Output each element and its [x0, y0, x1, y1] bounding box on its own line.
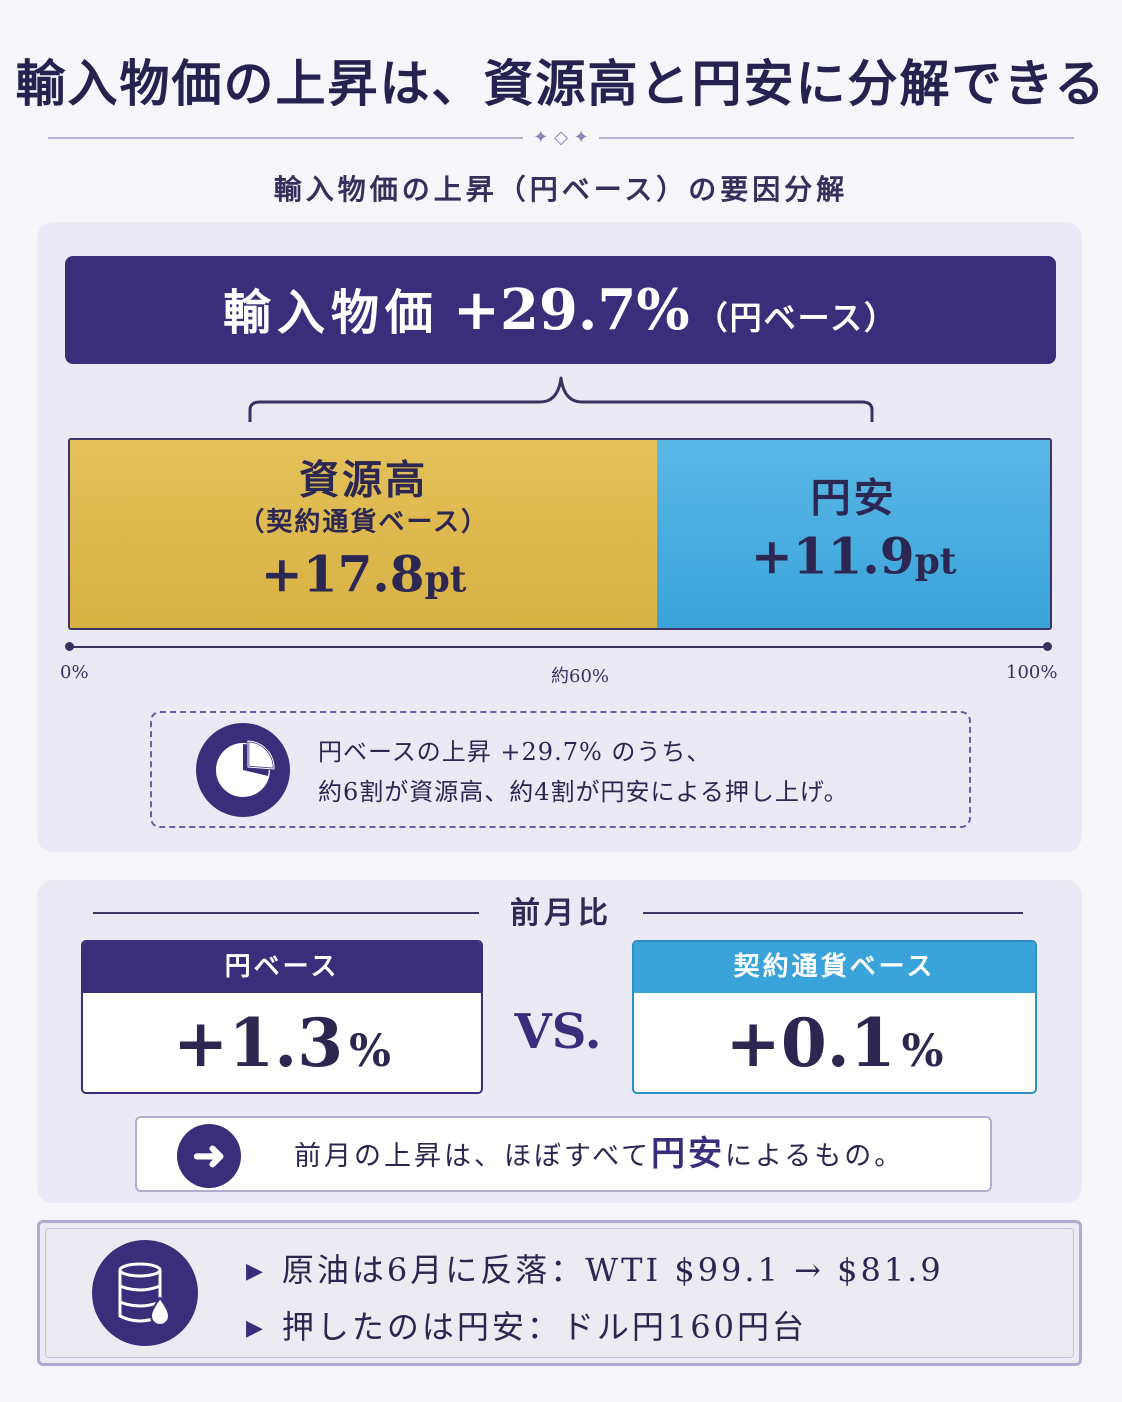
conclusion-post: によるもの。: [725, 1141, 905, 1172]
mom-title: 前月比: [510, 896, 612, 931]
contract-basis-card: 契約通貨ベース +0.1%: [632, 940, 1037, 1094]
share-note-box: [150, 711, 971, 828]
total-label: 輸入物価: [223, 285, 440, 341]
bullet-triangle-icon: ▶: [246, 1259, 266, 1284]
fact-item: ▶ 原油は6月に反落：WTI $99.1 → $81.9: [246, 1245, 944, 1291]
scale-axis: [70, 646, 1046, 648]
share-note-text: 円ベースの上昇 +29.7% のうち、 約6割が資源高、約4割が円安による押し上…: [318, 732, 849, 812]
arrow-right-icon: ➜: [177, 1124, 241, 1188]
axis-label-mid: 約60%: [551, 666, 610, 687]
yen-basis-label: 円ベース: [83, 942, 481, 993]
vs-label: VS.: [514, 1004, 602, 1060]
conclusion-box: [135, 1116, 992, 1192]
contract-basis-number: +0.1: [725, 1004, 896, 1082]
resource-subtitle: （契約通貨ベース）: [238, 507, 490, 538]
total-header-bar: 輸入物価 +29.7% （円ベース）: [65, 256, 1056, 364]
facts-inner-frame: [45, 1228, 1074, 1358]
resource-title: 資源高: [299, 456, 429, 504]
pie-chart-icon: [196, 723, 290, 817]
axis-label-start: 0%: [60, 662, 89, 683]
facts-box: [37, 1220, 1082, 1366]
bullet-triangle-icon: ▶: [246, 1316, 266, 1341]
resource-value: +17.8pt: [70, 543, 657, 612]
yen-value: +11.9pt: [657, 525, 1050, 594]
section-subtitle: 輸入物価の上昇（円ベース）の要因分解: [273, 173, 849, 206]
contract-basis-label: 契約通貨ベース: [634, 942, 1035, 993]
conclusion-emphasis: 円安: [651, 1134, 726, 1174]
yen-title: 円安: [810, 474, 897, 522]
yen-segment: 円安 +11.9pt: [657, 440, 1050, 628]
axis-dot-end: [1043, 642, 1052, 651]
resource-value-number: +17.8: [260, 544, 425, 604]
ornament-icon: ✦ ◇ ✦: [523, 124, 599, 152]
mom-rule-right: [643, 912, 1023, 914]
contract-basis-unit: %: [901, 1026, 944, 1077]
conclusion-text: 前月の上昇は、ほぼすべて円安によるもの。: [294, 1134, 904, 1177]
yen-basis-unit: %: [349, 1026, 391, 1077]
oil-barrel-icon: [92, 1240, 198, 1346]
axis-label-end: 100%: [1006, 662, 1058, 683]
axis-dot-start: [65, 642, 74, 651]
yen-value-number: +11.9: [750, 526, 915, 586]
decomposition-bar: 資源高 （契約通貨ベース） +17.8pt 円安 +11.9pt: [68, 438, 1052, 630]
conclusion-pre: 前月の上昇は、ほぼすべて: [294, 1141, 652, 1172]
resource-value-unit: pt: [424, 558, 467, 601]
yen-value-unit: pt: [914, 540, 957, 583]
contract-basis-value: +0.1%: [634, 993, 1035, 1092]
total-suffix: （円ベース）: [695, 299, 898, 337]
yen-basis-card: 円ベース +1.3%: [81, 940, 483, 1094]
total-value: +29.7%: [453, 277, 690, 343]
yen-basis-value: +1.3%: [83, 993, 481, 1092]
fact-item: ▶ 押したのは円安：ドル円160円台: [246, 1302, 807, 1348]
resource-segment: 資源高 （契約通貨ベース） +17.8pt: [70, 440, 660, 628]
mom-rule-left: [93, 912, 479, 914]
share-note-line2: 約6割が資源高、約4割が円安による押し上げ。: [318, 778, 849, 806]
share-note-line1: 円ベースの上昇 +29.7% のうち、: [318, 738, 712, 766]
fact-text-oil: 原油は6月に反落：WTI $99.1 → $81.9: [281, 1251, 944, 1289]
yen-basis-number: +1.3: [173, 1004, 344, 1082]
fact-text-yen: 押したのは円安：ドル円160円台: [281, 1308, 808, 1346]
brace-icon: [248, 376, 874, 422]
page-title: 輸入物価の上昇は、資源高と円安に分解できる: [15, 54, 1107, 113]
